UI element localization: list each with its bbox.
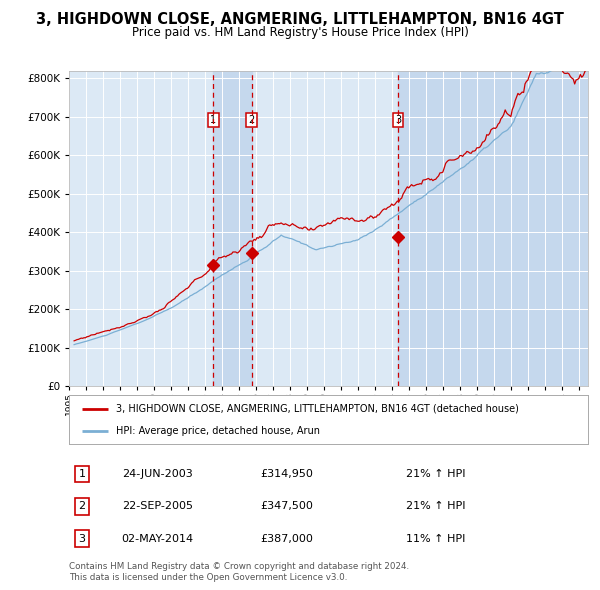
Text: 21% ↑ HPI: 21% ↑ HPI [406, 470, 466, 479]
Text: HPI: Average price, detached house, Arun: HPI: Average price, detached house, Arun [116, 426, 320, 436]
Text: £387,000: £387,000 [260, 533, 313, 543]
Text: Price paid vs. HM Land Registry's House Price Index (HPI): Price paid vs. HM Land Registry's House … [131, 26, 469, 39]
Text: 1: 1 [79, 470, 85, 479]
Text: 1: 1 [210, 114, 217, 124]
Text: 21% ↑ HPI: 21% ↑ HPI [406, 502, 466, 512]
Text: 3, HIGHDOWN CLOSE, ANGMERING, LITTLEHAMPTON, BN16 4GT (detached house): 3, HIGHDOWN CLOSE, ANGMERING, LITTLEHAMP… [116, 404, 518, 414]
Text: 2: 2 [79, 502, 86, 512]
Text: 11% ↑ HPI: 11% ↑ HPI [406, 533, 466, 543]
Text: £314,950: £314,950 [260, 470, 313, 479]
Bar [213, 71, 251, 386]
Text: Contains HM Land Registry data © Crown copyright and database right 2024.: Contains HM Land Registry data © Crown c… [69, 562, 409, 571]
Text: 2: 2 [248, 114, 255, 124]
Text: This data is licensed under the Open Government Licence v3.0.: This data is licensed under the Open Gov… [69, 573, 347, 582]
Text: 3: 3 [79, 533, 85, 543]
Text: 24-JUN-2003: 24-JUN-2003 [122, 470, 193, 479]
Text: £347,500: £347,500 [260, 502, 313, 512]
Text: 22-SEP-2005: 22-SEP-2005 [122, 502, 193, 512]
Text: 3: 3 [395, 114, 401, 124]
Text: 3, HIGHDOWN CLOSE, ANGMERING, LITTLEHAMPTON, BN16 4GT: 3, HIGHDOWN CLOSE, ANGMERING, LITTLEHAMP… [36, 12, 564, 27]
Text: 02-MAY-2014: 02-MAY-2014 [121, 533, 193, 543]
Bar [398, 71, 588, 386]
